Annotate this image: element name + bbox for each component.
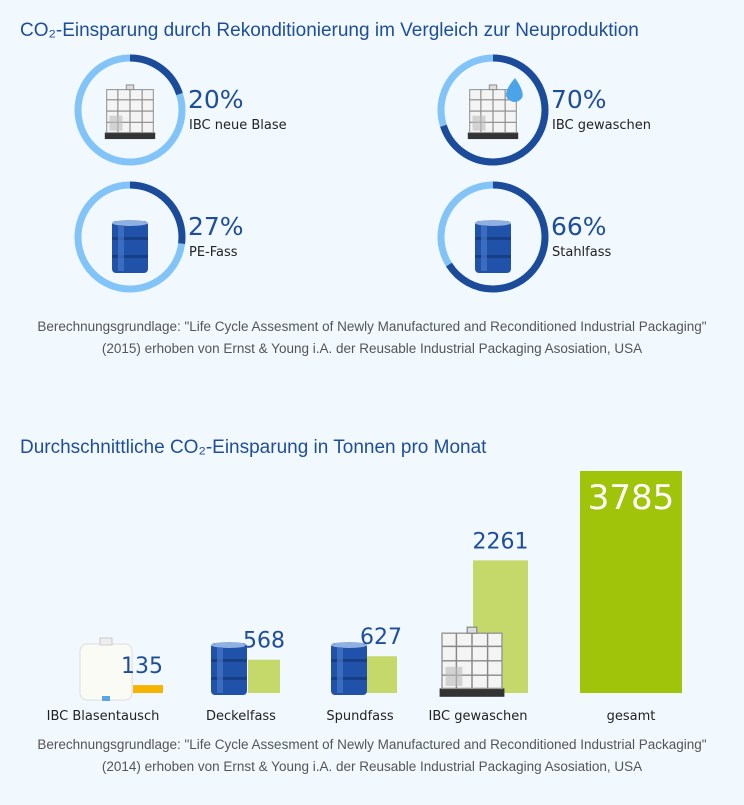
ibc-icon bbox=[438, 626, 506, 698]
category-label: Deckelfass bbox=[206, 709, 276, 724]
donut-arc bbox=[74, 54, 186, 166]
value-label: 627 bbox=[360, 625, 402, 650]
source-note: Berechnungsgrundlage: "Life Cycle Assesm… bbox=[37, 737, 707, 774]
category-label: IBC Blasentausch bbox=[47, 709, 160, 724]
bar bbox=[248, 659, 280, 693]
category-label: Spundfass bbox=[326, 709, 394, 724]
value-label: 70% bbox=[551, 85, 607, 114]
category-label: Stahlfass bbox=[552, 245, 611, 260]
category-label: IBC gewaschen bbox=[552, 118, 651, 133]
donut-arc bbox=[74, 181, 186, 293]
category-label: IBC gewaschen bbox=[429, 709, 528, 724]
value-label: 568 bbox=[243, 629, 285, 654]
bar bbox=[133, 685, 163, 693]
value-label: 135 bbox=[121, 654, 163, 679]
bar bbox=[365, 656, 397, 693]
barrel-icon bbox=[211, 642, 247, 695]
value-label: 66% bbox=[551, 212, 607, 241]
value-label: 3785 bbox=[588, 478, 675, 518]
ibc-icon bbox=[104, 84, 156, 140]
donut-arc bbox=[437, 181, 549, 293]
category-label: IBC neue Blase bbox=[189, 118, 287, 133]
value-label: 20% bbox=[188, 85, 244, 114]
chart-title: Durchschnittliche CO₂-Einsparung in Tonn… bbox=[20, 437, 487, 458]
source-note: Berechnungsgrundlage: "Life Cycle Assesm… bbox=[37, 319, 707, 356]
drop-icon bbox=[506, 78, 523, 102]
category-label: PE-Fass bbox=[189, 245, 238, 260]
category-label: gesamt bbox=[607, 709, 656, 724]
bar bbox=[580, 471, 682, 693]
value-label: 27% bbox=[188, 212, 244, 241]
donut-arc bbox=[437, 54, 549, 166]
barrel-icon bbox=[475, 220, 511, 273]
barrel-icon bbox=[112, 220, 148, 273]
value-label: 2261 bbox=[473, 529, 529, 554]
chart-title: CO₂-Einsparung durch Rekonditionierung i… bbox=[20, 20, 639, 41]
